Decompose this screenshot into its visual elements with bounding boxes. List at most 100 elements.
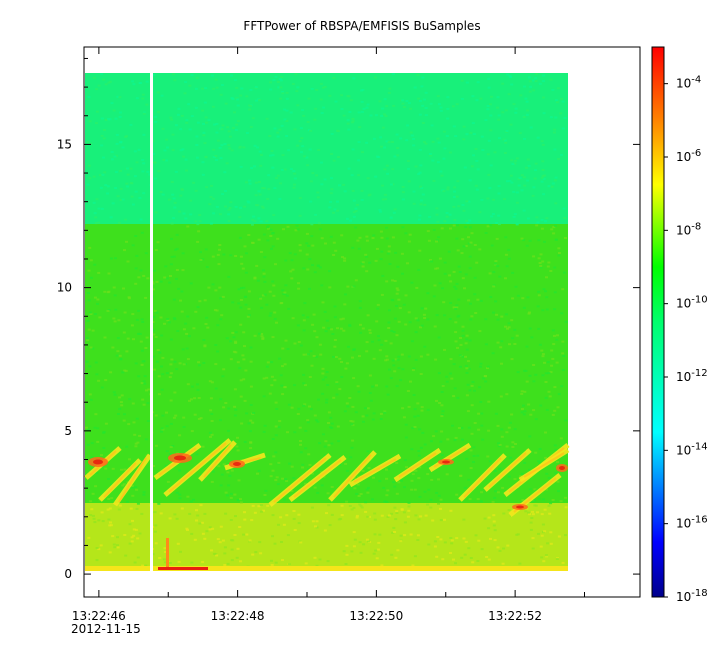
noise-speck (292, 477, 296, 479)
noise-speck (393, 280, 397, 282)
noise-speck (537, 460, 540, 463)
noise-speck (157, 502, 161, 505)
noise-speck (145, 389, 148, 392)
noise-speck (343, 303, 347, 306)
noise-speck (379, 230, 383, 233)
noise-speck (551, 499, 555, 501)
noise-speck (246, 315, 250, 318)
noise-speck (156, 241, 160, 244)
noise-speck (478, 330, 482, 333)
noise-speck (461, 203, 465, 206)
noise-speck (140, 349, 144, 352)
noise-speck (217, 263, 221, 266)
noise-speck (323, 85, 327, 88)
noise-speck (94, 313, 97, 315)
noise-speck (315, 174, 319, 177)
noise-speck (321, 392, 325, 395)
noise-speck (452, 196, 456, 198)
noise-speck (89, 500, 93, 503)
noise-speck (525, 100, 529, 103)
noise-speck (274, 263, 277, 266)
noise-speck (384, 339, 388, 342)
noise-speck (293, 529, 297, 531)
noise-speck (293, 431, 297, 434)
noise-speck (187, 103, 191, 106)
noise-speck (437, 502, 440, 505)
noise-speck (345, 402, 349, 405)
noise-speck (285, 97, 289, 100)
noise-speck (493, 539, 497, 542)
noise-speck (136, 502, 140, 505)
noise-speck (272, 294, 276, 297)
noise-speck (423, 490, 427, 493)
noise-speck (86, 183, 90, 186)
noise-speck (497, 214, 501, 217)
noise-speck (328, 524, 332, 527)
noise-speck (511, 337, 515, 340)
noise-speck (198, 364, 202, 367)
noise-speck (278, 78, 282, 80)
noise-speck (345, 217, 349, 220)
noise-speck (508, 74, 512, 77)
noise-speck (233, 388, 237, 391)
noise-speck (556, 461, 559, 463)
noise-speck (365, 350, 369, 353)
noise-speck (195, 144, 199, 146)
noise-speck (290, 259, 294, 262)
noise-speck (277, 523, 280, 526)
noise-speck (461, 238, 465, 241)
noise-speck (104, 379, 108, 382)
noise-speck (538, 82, 542, 85)
noise-speck (441, 410, 445, 413)
noise-speck (418, 214, 422, 217)
noise-speck (555, 361, 559, 364)
noise-speck (455, 103, 459, 106)
noise-speck (211, 470, 215, 473)
noise-speck (432, 435, 436, 438)
noise-speck (328, 206, 332, 209)
noise-speck (437, 336, 441, 339)
noise-speck (314, 213, 318, 216)
noise-speck (249, 404, 253, 406)
noise-speck (188, 512, 192, 515)
noise-speck (239, 498, 242, 501)
noise-speck (549, 270, 553, 272)
noise-speck (449, 537, 453, 539)
noise-speck (441, 413, 444, 416)
noise-speck (204, 116, 208, 119)
noise-speck (97, 207, 101, 210)
noise-speck (509, 76, 513, 79)
noise-speck (330, 188, 334, 191)
noise-speck (120, 404, 124, 407)
noise-speck (114, 171, 118, 174)
noise-speck (236, 499, 240, 501)
noise-speck (358, 503, 362, 506)
noise-speck (173, 206, 177, 209)
noise-speck (515, 533, 519, 536)
noise-speck (461, 325, 465, 328)
noise-speck (89, 142, 93, 145)
noise-speck (102, 156, 105, 159)
noise-speck (352, 377, 356, 380)
noise-speck (393, 531, 396, 533)
noise-speck (235, 556, 239, 559)
noise-speck (544, 372, 548, 375)
noise-speck (456, 180, 460, 183)
noise-speck (171, 149, 175, 152)
noise-speck (545, 296, 549, 299)
noise-speck (121, 198, 125, 201)
noise-speck (553, 128, 557, 131)
noise-speck (414, 331, 418, 334)
noise-speck (226, 126, 230, 129)
noise-speck (280, 384, 284, 387)
noise-speck (349, 456, 353, 459)
noise-speck (204, 121, 208, 124)
noise-speck (110, 497, 114, 500)
noise-speck (419, 326, 422, 329)
noise-speck (203, 101, 207, 104)
noise-speck (259, 154, 263, 156)
noise-speck (90, 508, 94, 511)
noise-speck (507, 509, 511, 511)
noise-speck (350, 174, 354, 177)
noise-speck (388, 87, 392, 90)
